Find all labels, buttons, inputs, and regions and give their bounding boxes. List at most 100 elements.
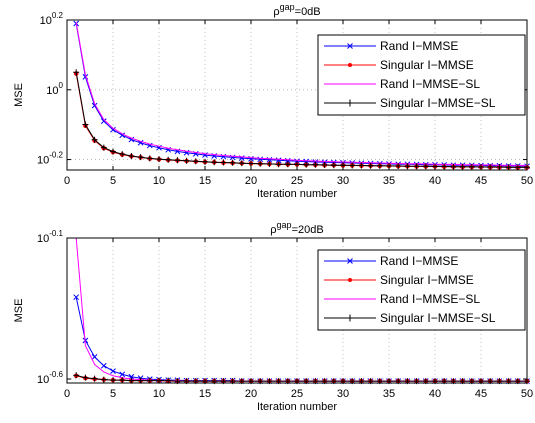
y-tick-label: 10-0.1 <box>37 229 64 245</box>
data-point <box>321 161 328 168</box>
legend-label: Singular I−MMSE−SL <box>380 311 496 325</box>
data-point <box>303 161 310 168</box>
x-tick-label: 25 <box>291 175 303 187</box>
data-point <box>100 362 107 369</box>
data-point <box>91 136 98 143</box>
x-tick-label: 45 <box>475 388 487 400</box>
data-point <box>266 156 273 163</box>
data-point <box>450 163 457 170</box>
data-point <box>119 151 126 158</box>
y-tick-label: 100 <box>46 81 63 97</box>
x-tick-label: 10 <box>153 388 165 400</box>
data-point <box>505 164 512 171</box>
data-point <box>91 354 98 360</box>
legend-item-4: Singular I−MMSE−SL <box>324 311 496 325</box>
data-point <box>73 294 80 301</box>
data-point <box>183 157 190 164</box>
legend-marker <box>348 63 352 67</box>
data-point <box>165 156 172 163</box>
x-tick-label: 35 <box>383 175 395 187</box>
data-point <box>275 157 282 164</box>
legend-label: Rand I−MMSE−SL <box>380 292 480 306</box>
data-point <box>468 163 475 170</box>
y-tick-label: 100.2 <box>40 11 64 27</box>
legend-label: Rand I−MMSE <box>380 254 458 268</box>
data-point <box>73 69 80 76</box>
x-tick-label: 40 <box>429 388 441 400</box>
x-tick-label: 15 <box>199 388 211 400</box>
data-point <box>202 158 208 165</box>
legend-marker <box>346 314 354 322</box>
x-tick-label: 25 <box>291 388 303 400</box>
data-point <box>73 372 80 379</box>
legend-label: Rand I−MMSE−SL <box>380 77 480 91</box>
x-axis-label: Iteration number <box>257 188 337 200</box>
data-point <box>358 162 365 169</box>
data-point <box>128 136 135 143</box>
data-point <box>257 160 264 167</box>
x-tick-label: 20 <box>245 175 257 187</box>
data-point <box>156 156 162 163</box>
data-point <box>100 376 107 383</box>
y-axis-label: MSE <box>13 299 25 323</box>
legend-item-3: Rand I−MMSE−SL <box>324 77 480 91</box>
legend: Rand I−MMSE Singular I−MMSE Rand I−MMSE−SL… <box>317 249 526 331</box>
legend-marker <box>347 43 353 49</box>
data-point <box>257 156 264 163</box>
data-point <box>367 162 374 169</box>
x-tick-label: 5 <box>110 175 116 187</box>
data-point <box>422 163 429 170</box>
legend-item-4: Singular I−MMSE−SL <box>324 96 496 110</box>
data-point <box>441 163 448 170</box>
data-point <box>110 368 116 374</box>
data-point <box>330 162 337 169</box>
data-point <box>119 371 126 378</box>
data-point <box>459 163 466 170</box>
data-point <box>284 157 291 164</box>
legend: Rand I−MMSE Singular I−MMSE Rand I−MMSE−SL… <box>317 34 526 116</box>
data-point <box>404 163 411 170</box>
data-point <box>349 162 356 169</box>
data-point <box>229 159 236 166</box>
data-point <box>174 157 181 164</box>
x-tick-label: 45 <box>475 175 487 187</box>
data-point <box>220 159 227 166</box>
legend-item-2: Singular I−MMSE <box>324 273 474 287</box>
data-point <box>248 160 254 167</box>
chart-title: ρgap=0dB <box>273 2 320 18</box>
x-tick-label: 35 <box>383 388 395 400</box>
data-point <box>119 132 126 139</box>
data-point <box>82 121 89 128</box>
data-point <box>275 161 282 168</box>
x-tick-label: 20 <box>245 388 257 400</box>
x-tick-label: 0 <box>64 388 70 400</box>
y-tick-label: 10-0.6 <box>37 370 64 386</box>
chart-title: ρgap=20dB <box>270 220 323 236</box>
x-tick-label: 15 <box>199 175 211 187</box>
x-tick-label: 5 <box>110 388 116 400</box>
data-point <box>312 161 319 168</box>
x-axis-label: Iteration number <box>257 401 337 413</box>
data-point <box>487 163 494 170</box>
data-point <box>91 375 98 382</box>
legend-marker <box>348 278 352 282</box>
x-tick-label: 0 <box>64 175 70 187</box>
data-point <box>395 162 402 169</box>
series-line <box>75 22 527 166</box>
y-axis-label: MSE <box>13 83 25 107</box>
data-point <box>413 163 420 170</box>
legend-label: Singular I−MMSE <box>380 58 474 72</box>
data-point <box>100 144 107 151</box>
legend-item-1: Rand I−MMSE <box>324 39 458 53</box>
data-point <box>284 161 291 168</box>
data-point <box>119 377 126 384</box>
data-point <box>128 153 135 160</box>
legend-marker <box>346 99 354 107</box>
x-tick-label: 40 <box>429 175 441 187</box>
data-point <box>110 126 116 133</box>
x-tick-label: 50 <box>521 175 533 187</box>
data-point <box>238 160 245 167</box>
data-point <box>82 374 89 381</box>
y-tick-label: 10-0.2 <box>37 151 64 167</box>
data-point <box>496 163 503 170</box>
